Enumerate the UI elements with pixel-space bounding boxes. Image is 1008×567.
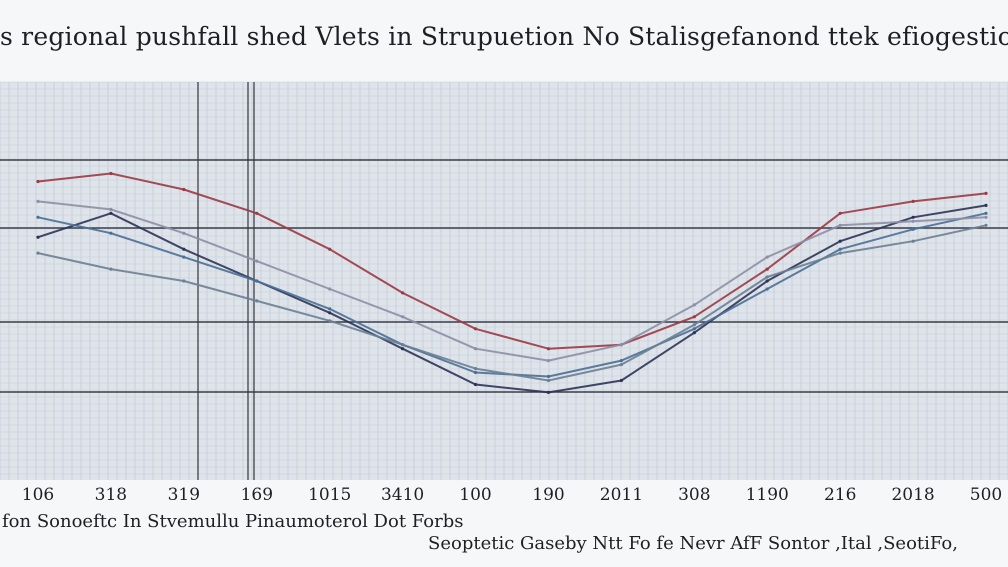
data-point bbox=[546, 347, 551, 351]
data-point bbox=[838, 211, 842, 215]
x-tick-label: 100 bbox=[459, 485, 491, 505]
data-point bbox=[911, 199, 915, 203]
data-point bbox=[473, 347, 478, 351]
data-point bbox=[546, 378, 551, 383]
data-point bbox=[692, 303, 696, 307]
data-point bbox=[36, 215, 40, 219]
data-point bbox=[182, 231, 186, 235]
series-line-5 bbox=[37, 224, 987, 382]
data-point bbox=[401, 343, 405, 347]
data-point bbox=[328, 287, 332, 291]
data-point bbox=[109, 171, 113, 176]
data-point bbox=[692, 315, 696, 319]
data-point bbox=[255, 259, 259, 263]
x-tick-label: 3410 bbox=[381, 485, 424, 505]
data-point bbox=[984, 211, 988, 215]
data-point bbox=[36, 199, 40, 203]
data-point bbox=[546, 374, 551, 379]
data-point bbox=[765, 287, 769, 291]
grid bbox=[0, 81, 1008, 480]
data-point bbox=[182, 279, 186, 283]
data-point bbox=[36, 179, 40, 184]
data-point bbox=[109, 211, 113, 215]
data-point bbox=[838, 223, 842, 227]
data-point bbox=[765, 255, 769, 259]
x-tick-label: 190 bbox=[532, 485, 564, 505]
series-line-1 bbox=[37, 172, 987, 350]
data-point bbox=[984, 203, 988, 207]
data-point bbox=[328, 319, 332, 323]
x-tick-label: 106 bbox=[22, 485, 54, 505]
data-point bbox=[401, 315, 405, 319]
caption-line-1: fon Sonoeftc In Stvemullu Pinaumoterol D… bbox=[2, 511, 464, 532]
x-tick-label: 1015 bbox=[308, 485, 351, 505]
data-point bbox=[692, 323, 696, 327]
data-point bbox=[765, 267, 769, 271]
data-point bbox=[619, 378, 624, 383]
data-point bbox=[473, 367, 478, 371]
x-tick-label: 1190 bbox=[746, 485, 789, 505]
data-point bbox=[473, 327, 478, 331]
x-tick-label: 319 bbox=[168, 485, 200, 505]
data-point bbox=[473, 370, 478, 375]
data-point bbox=[838, 239, 842, 243]
data-point bbox=[182, 247, 186, 251]
data-point bbox=[546, 390, 551, 394]
x-tick-label: 216 bbox=[824, 485, 856, 505]
caption-line-2: Seoptetic Gaseby Ntt Fo fe Nevr AfF Sont… bbox=[428, 533, 958, 554]
data-point bbox=[619, 363, 624, 367]
data-point bbox=[619, 343, 624, 347]
data-point bbox=[328, 311, 332, 315]
data-point bbox=[36, 251, 40, 255]
data-point bbox=[838, 247, 842, 251]
x-tick-label: 318 bbox=[95, 485, 127, 505]
x-tick-label: 2011 bbox=[600, 485, 643, 505]
x-tick-label: 500 bbox=[970, 485, 1002, 505]
data-point bbox=[328, 307, 332, 311]
series-line-4 bbox=[37, 200, 987, 362]
data-point bbox=[984, 223, 988, 227]
x-axis-ticks: 106 318 319 169 1015 3410 100 190 2011 308 1190 216… bbox=[22, 485, 1002, 505]
data-point bbox=[911, 239, 915, 243]
data-point bbox=[401, 347, 405, 351]
x-tick-label: 169 bbox=[241, 485, 273, 505]
data-point bbox=[619, 359, 624, 363]
data-point bbox=[838, 251, 842, 255]
data-point bbox=[109, 267, 113, 271]
series-lines bbox=[36, 171, 988, 394]
data-point bbox=[401, 291, 405, 295]
x-tick-label: 2018 bbox=[891, 485, 934, 505]
data-point bbox=[911, 227, 915, 231]
data-point bbox=[255, 279, 259, 283]
data-point bbox=[182, 255, 186, 259]
data-point bbox=[109, 231, 113, 235]
data-point bbox=[328, 247, 332, 251]
data-point bbox=[473, 382, 478, 387]
data-point bbox=[984, 215, 988, 219]
data-point bbox=[546, 359, 551, 363]
data-point bbox=[109, 207, 113, 211]
data-point bbox=[182, 187, 186, 192]
data-point bbox=[911, 219, 915, 223]
chart-title: s regional pushfall shed Vlets in Strupu… bbox=[0, 22, 1008, 51]
data-point bbox=[36, 235, 40, 239]
data-point bbox=[255, 211, 259, 215]
data-point bbox=[692, 331, 696, 335]
data-point bbox=[255, 299, 259, 303]
data-point bbox=[984, 191, 988, 195]
data-point bbox=[911, 215, 915, 219]
data-point bbox=[692, 327, 696, 331]
x-tick-label: 308 bbox=[678, 485, 710, 505]
series-line-2 bbox=[37, 204, 987, 394]
data-point bbox=[765, 279, 769, 283]
data-point bbox=[765, 275, 769, 279]
